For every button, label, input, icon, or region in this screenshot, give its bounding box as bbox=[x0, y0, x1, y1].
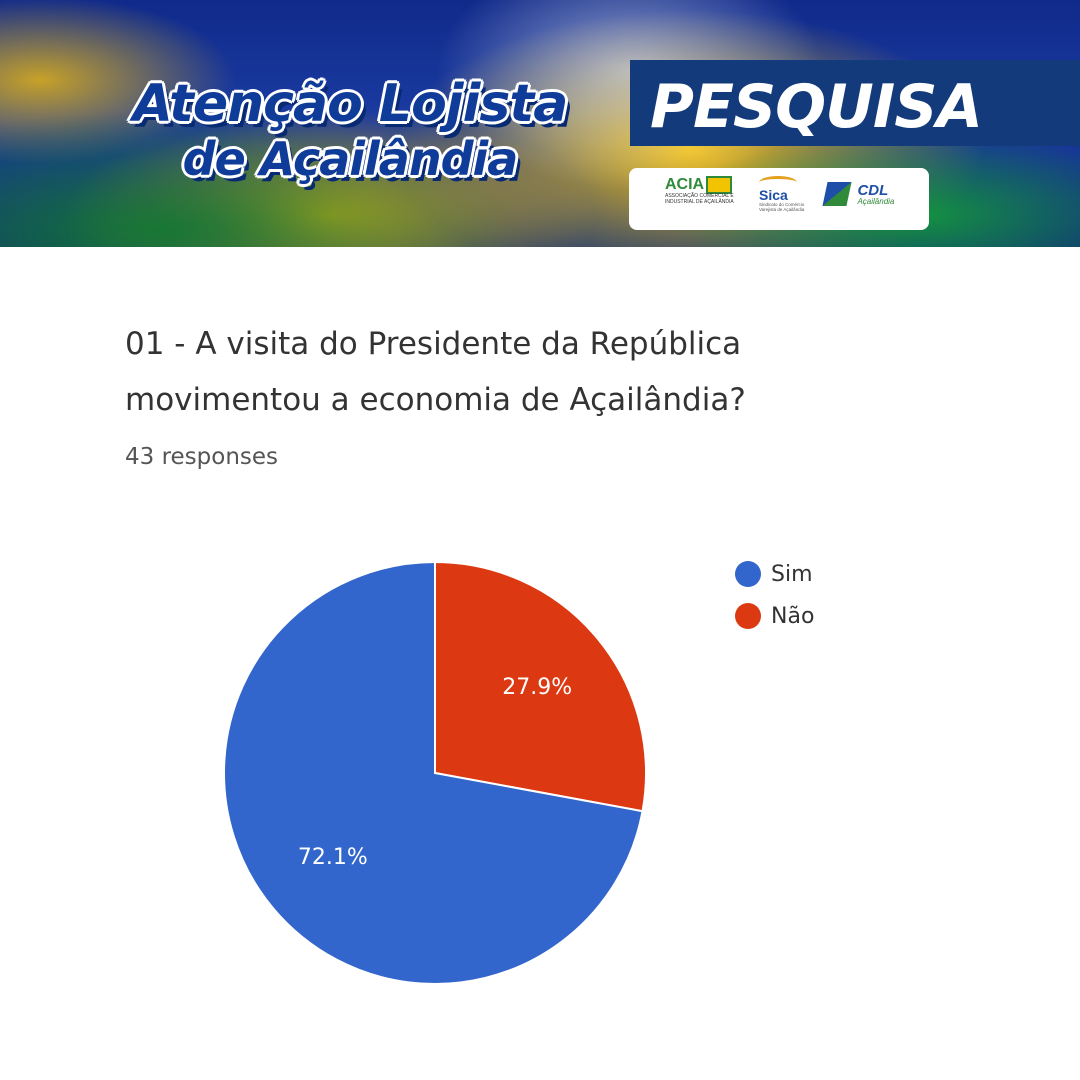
responses-count: 43 responses bbox=[125, 444, 279, 470]
banner-title-line2: de Açailândia bbox=[182, 132, 519, 186]
banner: Atenção Lojista de Açailândia PESQUISA A… bbox=[0, 0, 1080, 247]
cdl-logo-subtitle: Açailândia bbox=[857, 196, 895, 206]
acia-logo: ACIA ASSOCIAÇÃO COMERCIAL E INDUSTRIAL D… bbox=[665, 176, 745, 205]
pesquisa-tag-text: PESQUISA bbox=[650, 72, 983, 142]
acia-flag-icon bbox=[706, 176, 733, 194]
sica-logo-subtitle: Sindicato do Comércio Varejista de Açail… bbox=[759, 202, 805, 212]
legend-dot-icon bbox=[735, 603, 761, 629]
banner-title-line1: Atenção Lojista bbox=[132, 74, 569, 134]
legend-item: Sim bbox=[735, 556, 814, 592]
sica-logo-name: Sica bbox=[759, 187, 788, 203]
legend-dot-icon bbox=[735, 561, 761, 587]
pie-slice-nao bbox=[434, 560, 647, 813]
pie-slice-label-1: 72.1% bbox=[298, 845, 368, 870]
legend-label: Não bbox=[771, 603, 815, 629]
acia-logo-name: ACIA bbox=[665, 176, 705, 194]
banner-title: Atenção Lojista de Açailândia bbox=[110, 78, 590, 182]
sponsor-logos: ACIA ASSOCIAÇÃO COMERCIAL E INDUSTRIAL D… bbox=[629, 168, 929, 230]
pie-slice-sim bbox=[223, 560, 644, 985]
legend-label: Sim bbox=[771, 561, 813, 587]
cdl-logo-name: CDL bbox=[857, 181, 889, 199]
cdl-logo: CDL Açailândia bbox=[822, 181, 905, 206]
legend-item: Não bbox=[735, 598, 814, 634]
sica-logo: Sica Sindicato do Comércio Varejista de … bbox=[759, 176, 817, 213]
sica-swoosh-icon bbox=[759, 176, 797, 189]
question-title: 01 - A visita do Presidente da República… bbox=[125, 326, 746, 418]
pesquisa-tag: PESQUISA bbox=[630, 60, 1080, 146]
pie-slice-label-0: 27.9% bbox=[502, 675, 572, 700]
acia-logo-subtitle: ASSOCIAÇÃO COMERCIAL E INDUSTRIAL DE AÇA… bbox=[665, 193, 734, 205]
chart-legend: Sim Não bbox=[735, 556, 814, 640]
